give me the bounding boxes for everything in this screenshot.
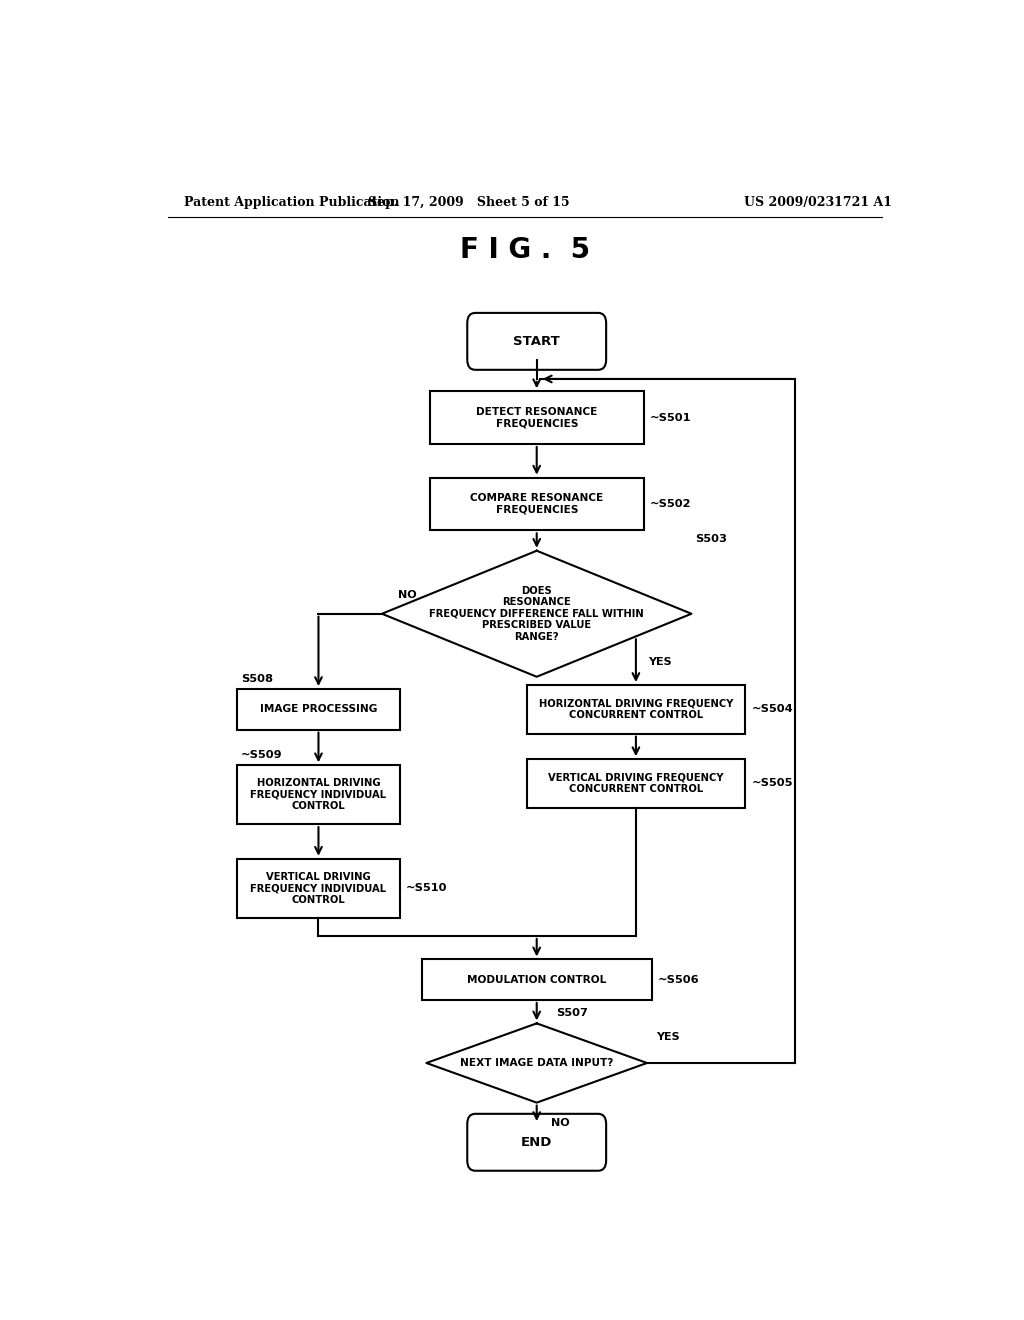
Text: NO: NO (551, 1118, 569, 1129)
Text: COMPARE RESONANCE
FREQUENCIES: COMPARE RESONANCE FREQUENCIES (470, 494, 603, 515)
Text: S507: S507 (557, 1008, 589, 1018)
Text: YES: YES (648, 657, 672, 667)
Text: F I G .  5: F I G . 5 (460, 236, 590, 264)
Text: VERTICAL DRIVING
FREQUENCY INDIVIDUAL
CONTROL: VERTICAL DRIVING FREQUENCY INDIVIDUAL CO… (251, 871, 386, 904)
Text: VERTICAL DRIVING FREQUENCY
CONCURRENT CONTROL: VERTICAL DRIVING FREQUENCY CONCURRENT CO… (548, 772, 724, 795)
Text: ~S509: ~S509 (241, 750, 283, 760)
FancyBboxPatch shape (467, 1114, 606, 1171)
Text: YES: YES (656, 1031, 680, 1041)
FancyBboxPatch shape (467, 313, 606, 370)
Bar (422, 960, 651, 1001)
Text: HORIZONTAL DRIVING FREQUENCY
CONCURRENT CONTROL: HORIZONTAL DRIVING FREQUENCY CONCURRENT … (539, 698, 733, 721)
Text: DOES
RESONANCE
FREQUENCY DIFFERENCE FALL WITHIN
PRESCRIBED VALUE
RANGE?: DOES RESONANCE FREQUENCY DIFFERENCE FALL… (429, 586, 644, 642)
Text: DETECT RESONANCE
FREQUENCIES: DETECT RESONANCE FREQUENCIES (476, 407, 597, 429)
Text: START: START (513, 335, 560, 348)
Polygon shape (382, 550, 691, 677)
Text: ~S506: ~S506 (658, 974, 699, 985)
Text: ~S501: ~S501 (650, 413, 691, 422)
Text: US 2009/0231721 A1: US 2009/0231721 A1 (744, 195, 893, 209)
Bar (430, 478, 644, 531)
Bar (238, 766, 399, 824)
Text: ~S505: ~S505 (752, 779, 793, 788)
Text: ~S502: ~S502 (650, 499, 691, 510)
Text: S503: S503 (695, 533, 727, 544)
Text: NO: NO (397, 590, 417, 601)
Text: ~S504: ~S504 (752, 705, 793, 714)
Bar (430, 391, 644, 444)
Text: HORIZONTAL DRIVING
FREQUENCY INDIVIDUAL
CONTROL: HORIZONTAL DRIVING FREQUENCY INDIVIDUAL … (251, 777, 386, 812)
Text: Sep. 17, 2009   Sheet 5 of 15: Sep. 17, 2009 Sheet 5 of 15 (369, 195, 570, 209)
Text: NEXT IMAGE DATA INPUT?: NEXT IMAGE DATA INPUT? (460, 1059, 613, 1068)
Bar (238, 859, 399, 917)
Bar (526, 759, 745, 808)
Text: MODULATION CONTROL: MODULATION CONTROL (467, 974, 606, 985)
Text: S508: S508 (241, 673, 273, 684)
Bar (238, 689, 399, 730)
Text: IMAGE PROCESSING: IMAGE PROCESSING (260, 705, 377, 714)
Bar (526, 685, 745, 734)
Text: Patent Application Publication: Patent Application Publication (183, 195, 399, 209)
Text: ~S510: ~S510 (407, 883, 447, 894)
Polygon shape (426, 1023, 647, 1102)
Text: END: END (521, 1135, 552, 1148)
